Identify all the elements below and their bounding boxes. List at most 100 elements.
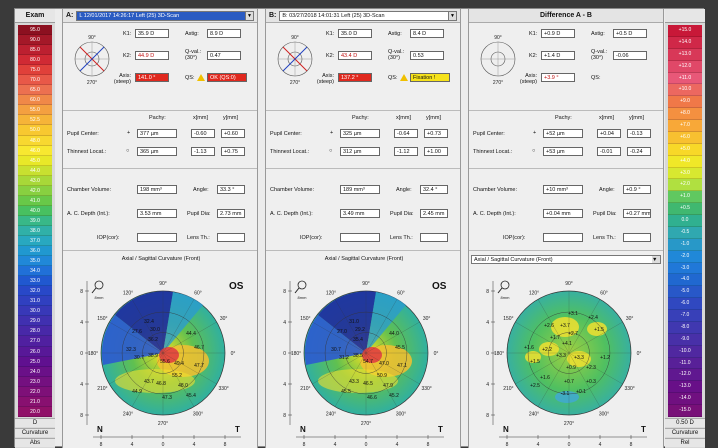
inferior-zone: [115, 369, 195, 393]
diff-scale-type[interactable]: Rel: [665, 438, 705, 447]
qval-value: -0.06: [613, 51, 647, 60]
map-angle-label: 90°: [565, 281, 573, 287]
scale-step: -7.0: [668, 310, 702, 322]
x-tick-label: 4: [193, 442, 196, 447]
thinnest-y: -0.24: [627, 147, 651, 156]
curvature-value: +1.7: [550, 335, 560, 341]
map-spoke: [537, 299, 570, 354]
curvature-value: +2.7: [568, 331, 578, 337]
scale-step: 26.0: [18, 346, 52, 357]
pachymetry-section: Pachy: x[mm] y[mm] Pupil Center: + +52 µm +0.0…: [469, 111, 663, 169]
chevron-down-icon[interactable]: ▼: [652, 256, 660, 263]
diff-scale-mode[interactable]: Curvature: [665, 428, 705, 437]
nasal-label: N: [300, 425, 306, 434]
curvature-value: +1.6: [524, 345, 534, 351]
scale-step: -1.0: [668, 238, 702, 251]
scale-step: +14.0: [668, 36, 702, 49]
curvature-value: 31.0: [349, 319, 359, 325]
map-angle-label: 30°: [423, 316, 431, 322]
curvature-value: 35.4: [353, 337, 363, 343]
scale-step: 85.0: [18, 45, 52, 56]
pachy-header: Pachy:: [352, 115, 369, 121]
y-tick-label: 4: [80, 382, 83, 388]
map-angle-label: 60°: [194, 290, 202, 296]
acd-value: +0.04 mm: [543, 209, 583, 218]
lens-value[interactable]: [623, 233, 651, 242]
pupil-dia-value: 2.73 mm: [217, 209, 245, 218]
lens-value[interactable]: [217, 233, 245, 242]
panel-header: A: L 12/01/2017 14:26:17 Left (25) 3D-Sca…: [63, 9, 257, 23]
exam-header: Exam: [15, 9, 55, 23]
scale-step: -3.0: [668, 262, 702, 275]
axis-label-90: 90°: [494, 35, 502, 41]
scale-step: -15.0: [668, 405, 702, 417]
curvature-value: 30.0: [150, 327, 160, 333]
nasal-label: N: [97, 425, 103, 434]
map-type-selector[interactable]: Axial / Sagittal Curvature (Front) ▼: [471, 255, 661, 264]
curvature-value: +3.3: [556, 353, 566, 359]
scale-step: 28.0: [18, 326, 52, 337]
axis-label-90: 90°: [88, 35, 96, 41]
iop-value[interactable]: [543, 233, 583, 242]
exam-selector[interactable]: L 12/01/2017 14:26:17 Left (25) 3D-Scan ▼: [76, 10, 254, 21]
chamber-volume-value: 198 mm³: [137, 185, 177, 194]
map-angle-label: 330°: [624, 386, 634, 392]
map-angle-label: 300°: [193, 412, 203, 418]
axis-diagram: 90° 270°: [74, 35, 110, 86]
chamber-section: Chamber Volume: 189 mm³ Angle: 32.4 ° A. C. …: [266, 169, 460, 251]
exam-selector-value: B: 03/27/2018 14:01:31 Left (25) 3D-Scan: [282, 12, 385, 19]
iop-value[interactable]: [137, 233, 177, 242]
x-tick-label: 8: [427, 442, 430, 447]
curvature-value: +2.4: [588, 315, 598, 321]
diff-scale-unit[interactable]: 0.50 D: [665, 418, 705, 427]
curvature-value: +3.1: [568, 311, 578, 317]
curvature-value: 45.2: [389, 393, 399, 399]
curvature-value: +1.5: [594, 327, 604, 333]
scale-step: -9.0: [668, 333, 702, 346]
k1-value: 35.9 D: [135, 29, 169, 38]
map-angle-label: 150°: [97, 316, 107, 322]
scale-step: 20.0: [18, 406, 52, 417]
map-angle-label: 60°: [397, 290, 405, 296]
magnifier-icon: [94, 280, 104, 290]
k2-value: +1.4 D: [541, 51, 575, 60]
map-spoke: [568, 352, 623, 385]
scale-step: +15.0: [668, 25, 702, 37]
curvature-value: +0.1: [576, 389, 586, 395]
astig-value: 8.4 D: [410, 29, 444, 38]
scale-step: -0.5: [668, 226, 702, 239]
curvature-value: 55.6: [160, 359, 170, 365]
map-spoke: [334, 299, 367, 354]
x-tick-label: 8: [506, 442, 509, 447]
pupil-center-marker-icon: +: [127, 130, 131, 136]
map-type-label: Axial / Sagittal Curvature (Front): [121, 256, 201, 262]
chevron-down-icon[interactable]: ▼: [448, 11, 456, 20]
lens-label: Lens Th.:: [187, 235, 210, 241]
scale-step: 80.0: [18, 55, 52, 66]
thinnest-y: +1.00: [424, 147, 448, 156]
scale-step: -14.0: [668, 393, 702, 405]
angle-value: 33.3 °: [217, 185, 245, 194]
pupil-dia-label: Pupil Dia:: [187, 211, 211, 217]
map-angle-label: 240°: [123, 412, 133, 418]
scale-step: 42.0: [18, 185, 52, 196]
curvature-value: 32.4: [144, 319, 154, 325]
lens-value[interactable]: [420, 233, 448, 242]
scale-type[interactable]: Abs: [15, 438, 55, 447]
panel-a: A: L 12/01/2017 14:26:17 Left (25) 3D-Sca…: [62, 9, 258, 448]
exam-selector[interactable]: B: 03/27/2018 14:01:31 Left (25) 3D-Scan…: [279, 10, 457, 21]
map-angle-label: 30°: [626, 316, 634, 322]
y-mm-header: y[mm]: [223, 115, 238, 121]
map-angle-label: 330°: [421, 386, 431, 392]
curvature-value: 46.8: [156, 381, 166, 387]
iop-value[interactable]: [340, 233, 380, 242]
temporal-label: T: [438, 425, 443, 434]
map-spoke: [162, 299, 195, 354]
scale-unit[interactable]: D: [15, 418, 55, 427]
scale-step: 35.0: [18, 256, 52, 267]
chevron-down-icon[interactable]: ▼: [245, 11, 253, 20]
map-angle-label: 270°: [361, 421, 371, 427]
scale-mode[interactable]: Curvature: [15, 428, 55, 437]
pupil-center-x: -0.64: [394, 129, 418, 138]
scale-step: -5.0: [668, 286, 702, 299]
